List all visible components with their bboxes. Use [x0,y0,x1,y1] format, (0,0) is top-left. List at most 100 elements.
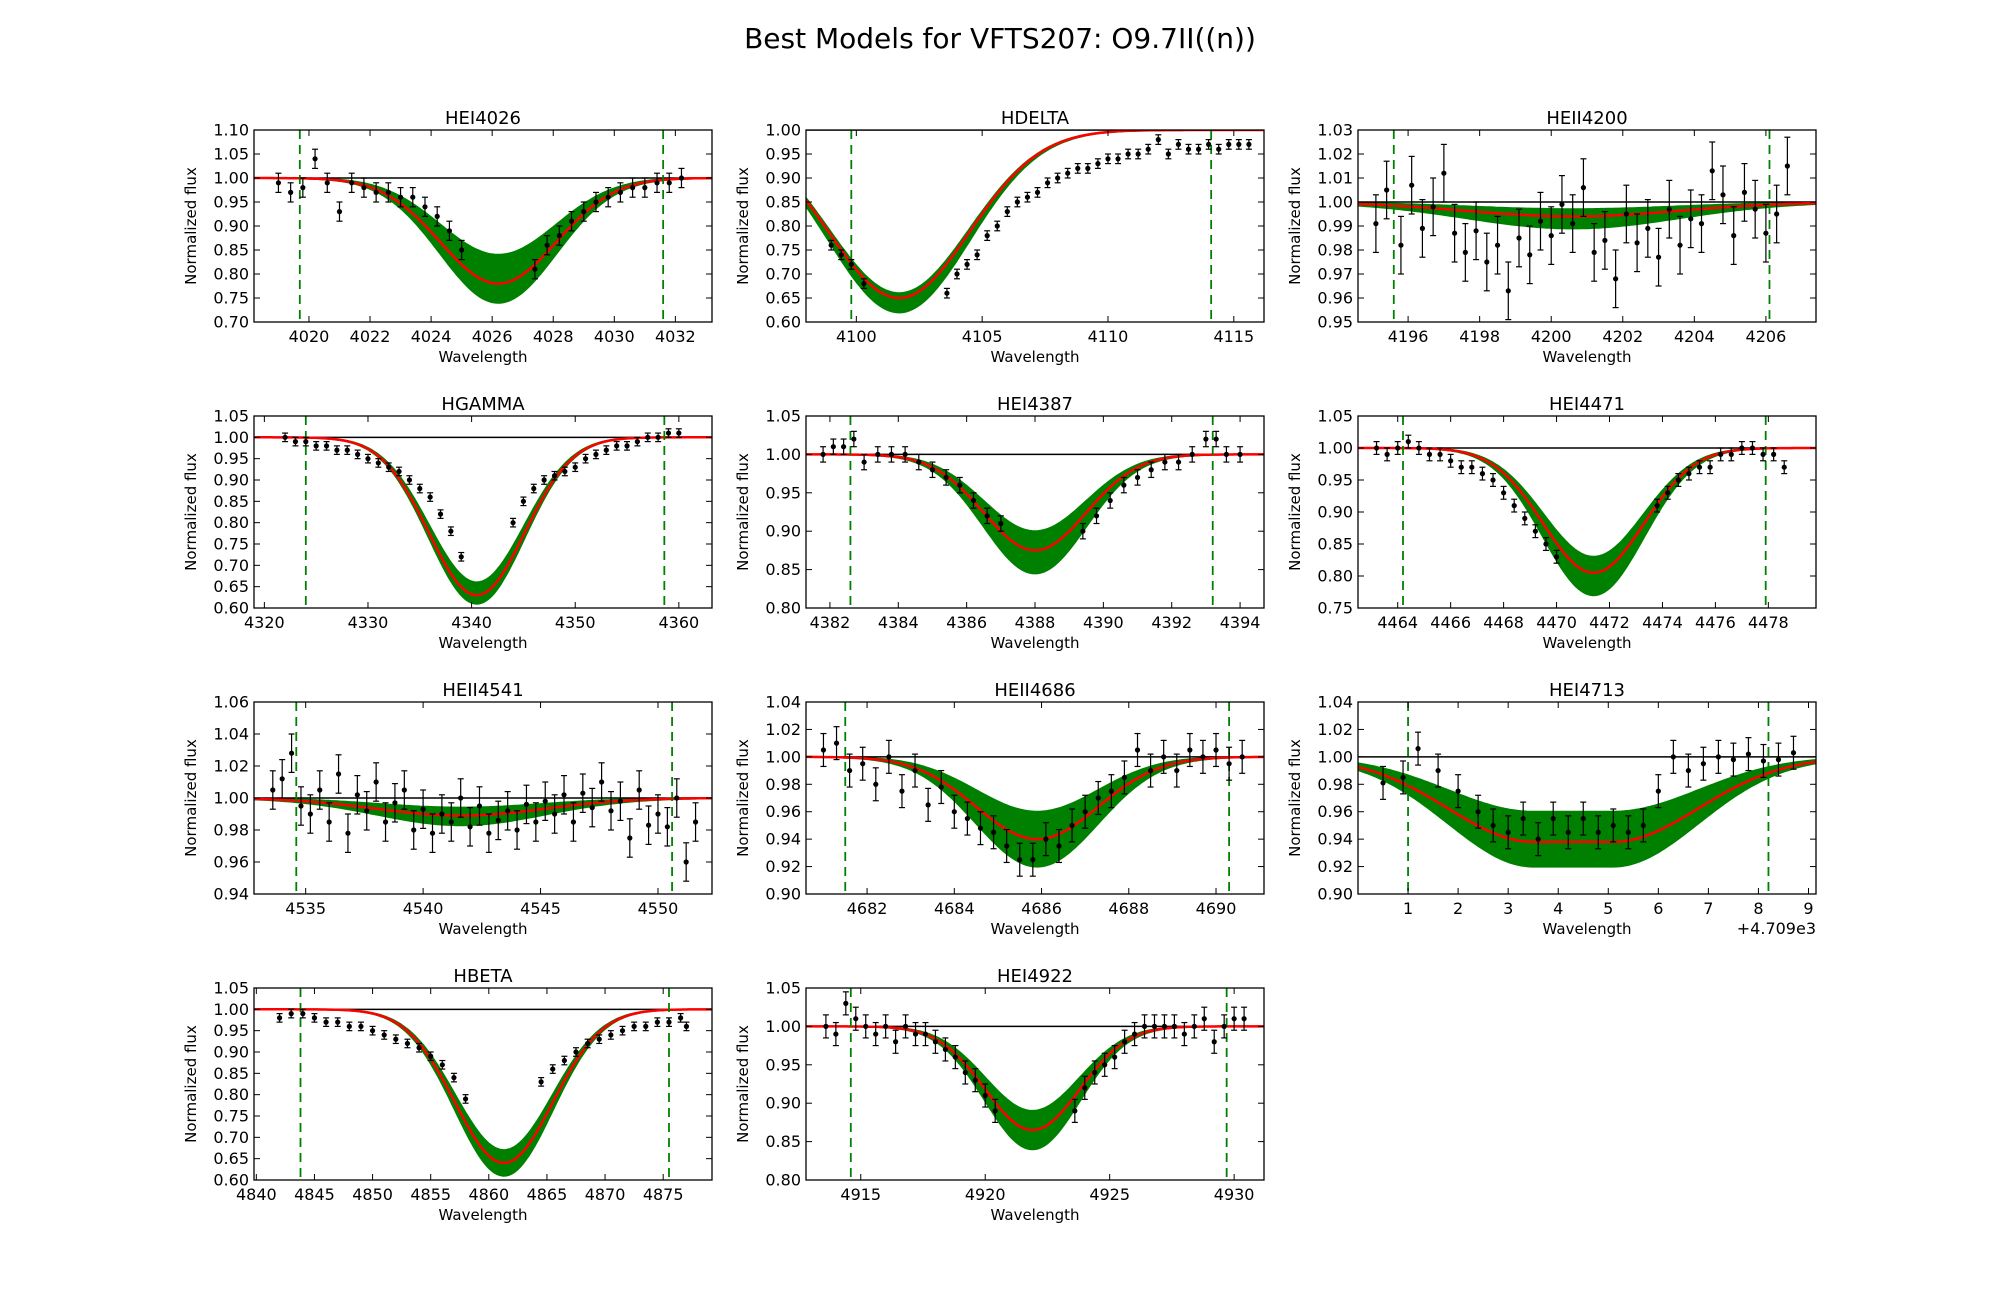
data-point [964,815,970,822]
y-tick-label: 0.90 [765,522,801,541]
y-tick-label: 0.97 [1317,265,1353,284]
y-tick-label: 0.85 [1317,535,1353,554]
data-point [1055,175,1061,181]
data-point [361,185,367,191]
data-point [514,827,520,833]
data-point [396,468,402,475]
x-tick-label: 4198 [1459,327,1500,346]
data-point [957,482,963,488]
data-point [335,771,342,777]
data-point [568,218,575,224]
data-point [1623,211,1629,217]
y-tick-label: 0.70 [213,1128,249,1147]
data-point [1115,156,1121,162]
x-tick-label: 4686 [1021,899,1062,918]
y-tick-label: 1.00 [1317,439,1353,458]
x-tick-label: 4915 [840,1185,881,1204]
x-tick-label: 4032 [655,327,696,346]
axes-frame [1357,701,1817,895]
data-point [533,819,539,825]
y-tick-label: 1.05 [765,407,801,426]
data-point [655,434,661,440]
data-point [364,808,370,814]
data-point [634,439,640,445]
data-point [912,767,918,774]
data-point [912,1031,919,1037]
data-point [1505,288,1511,294]
data-point [448,528,454,534]
data-point [954,271,960,277]
y-tick-label: 0.85 [765,193,801,212]
data-point [1707,464,1713,470]
data-point [417,485,423,492]
x-axis-label: Wavelength [1543,348,1632,366]
data-point [542,798,548,804]
data-point [1145,146,1151,152]
data-point [1082,809,1088,815]
data-point [1112,1054,1118,1060]
data-point [1175,141,1182,147]
data-point [944,290,950,296]
data-point [505,808,511,814]
data-point [279,776,285,782]
axes-frame [805,701,1265,895]
x-axis-label: Wavelength [1543,634,1632,652]
data-point [823,1023,829,1029]
data-point [303,439,309,445]
data-point [1203,436,1209,442]
y-tick-label: 0.95 [1317,471,1353,490]
x-axis-label: Wavelength [991,1206,1080,1224]
data-point [1688,216,1694,222]
data-point [1455,788,1461,794]
data-point [572,464,578,470]
y-axis-label: Normalized flux [1286,167,1304,285]
data-point [1484,259,1490,265]
x-tick-label: 4684 [934,899,975,918]
data-point [439,811,445,817]
plot-area [1358,416,1816,608]
y-tick-label: 0.70 [213,556,249,575]
y-tick-label: 0.85 [765,560,801,579]
axes-frame [253,987,713,1181]
data-point [676,430,682,436]
data-point [1731,233,1737,239]
data-point [1080,528,1086,534]
data-point [562,468,568,475]
plot-area [1358,702,1816,894]
data-point [427,494,433,500]
data-point [324,180,330,186]
data-point [570,819,577,825]
x-tick-label: 4870 [585,1185,626,1204]
data-point [1398,242,1404,248]
data-point [1559,201,1565,207]
data-point [977,825,984,831]
data-point [1665,490,1671,496]
y-tick-label: 1.00 [213,169,249,188]
y-tick-label: 1.02 [1317,720,1353,739]
y-tick-label: 0.99 [1317,217,1353,236]
best-model-line [1358,446,1816,575]
data-point [614,443,620,449]
data-point [1640,822,1646,829]
data-point [843,1000,849,1006]
y-tick-label: 1.00 [765,121,801,140]
x-tick-label: 4476 [1695,613,1736,632]
data-point [1017,857,1023,863]
data-point [1709,168,1715,174]
y-tick-label: 0.95 [1317,313,1353,332]
x-tick-label: 4470 [1536,613,1577,632]
data-point [593,451,599,457]
data-point [1448,458,1454,464]
data-point [1602,237,1608,243]
data-point [459,247,465,253]
data-point [1760,451,1766,457]
y-tick-label: 0.60 [213,599,249,618]
data-point [313,443,319,449]
data-point [875,451,881,457]
data-point [838,252,844,258]
data-point [642,185,648,191]
data-point [385,189,391,195]
data-point [1189,451,1195,457]
data-point [1550,815,1556,822]
data-point [666,180,672,186]
